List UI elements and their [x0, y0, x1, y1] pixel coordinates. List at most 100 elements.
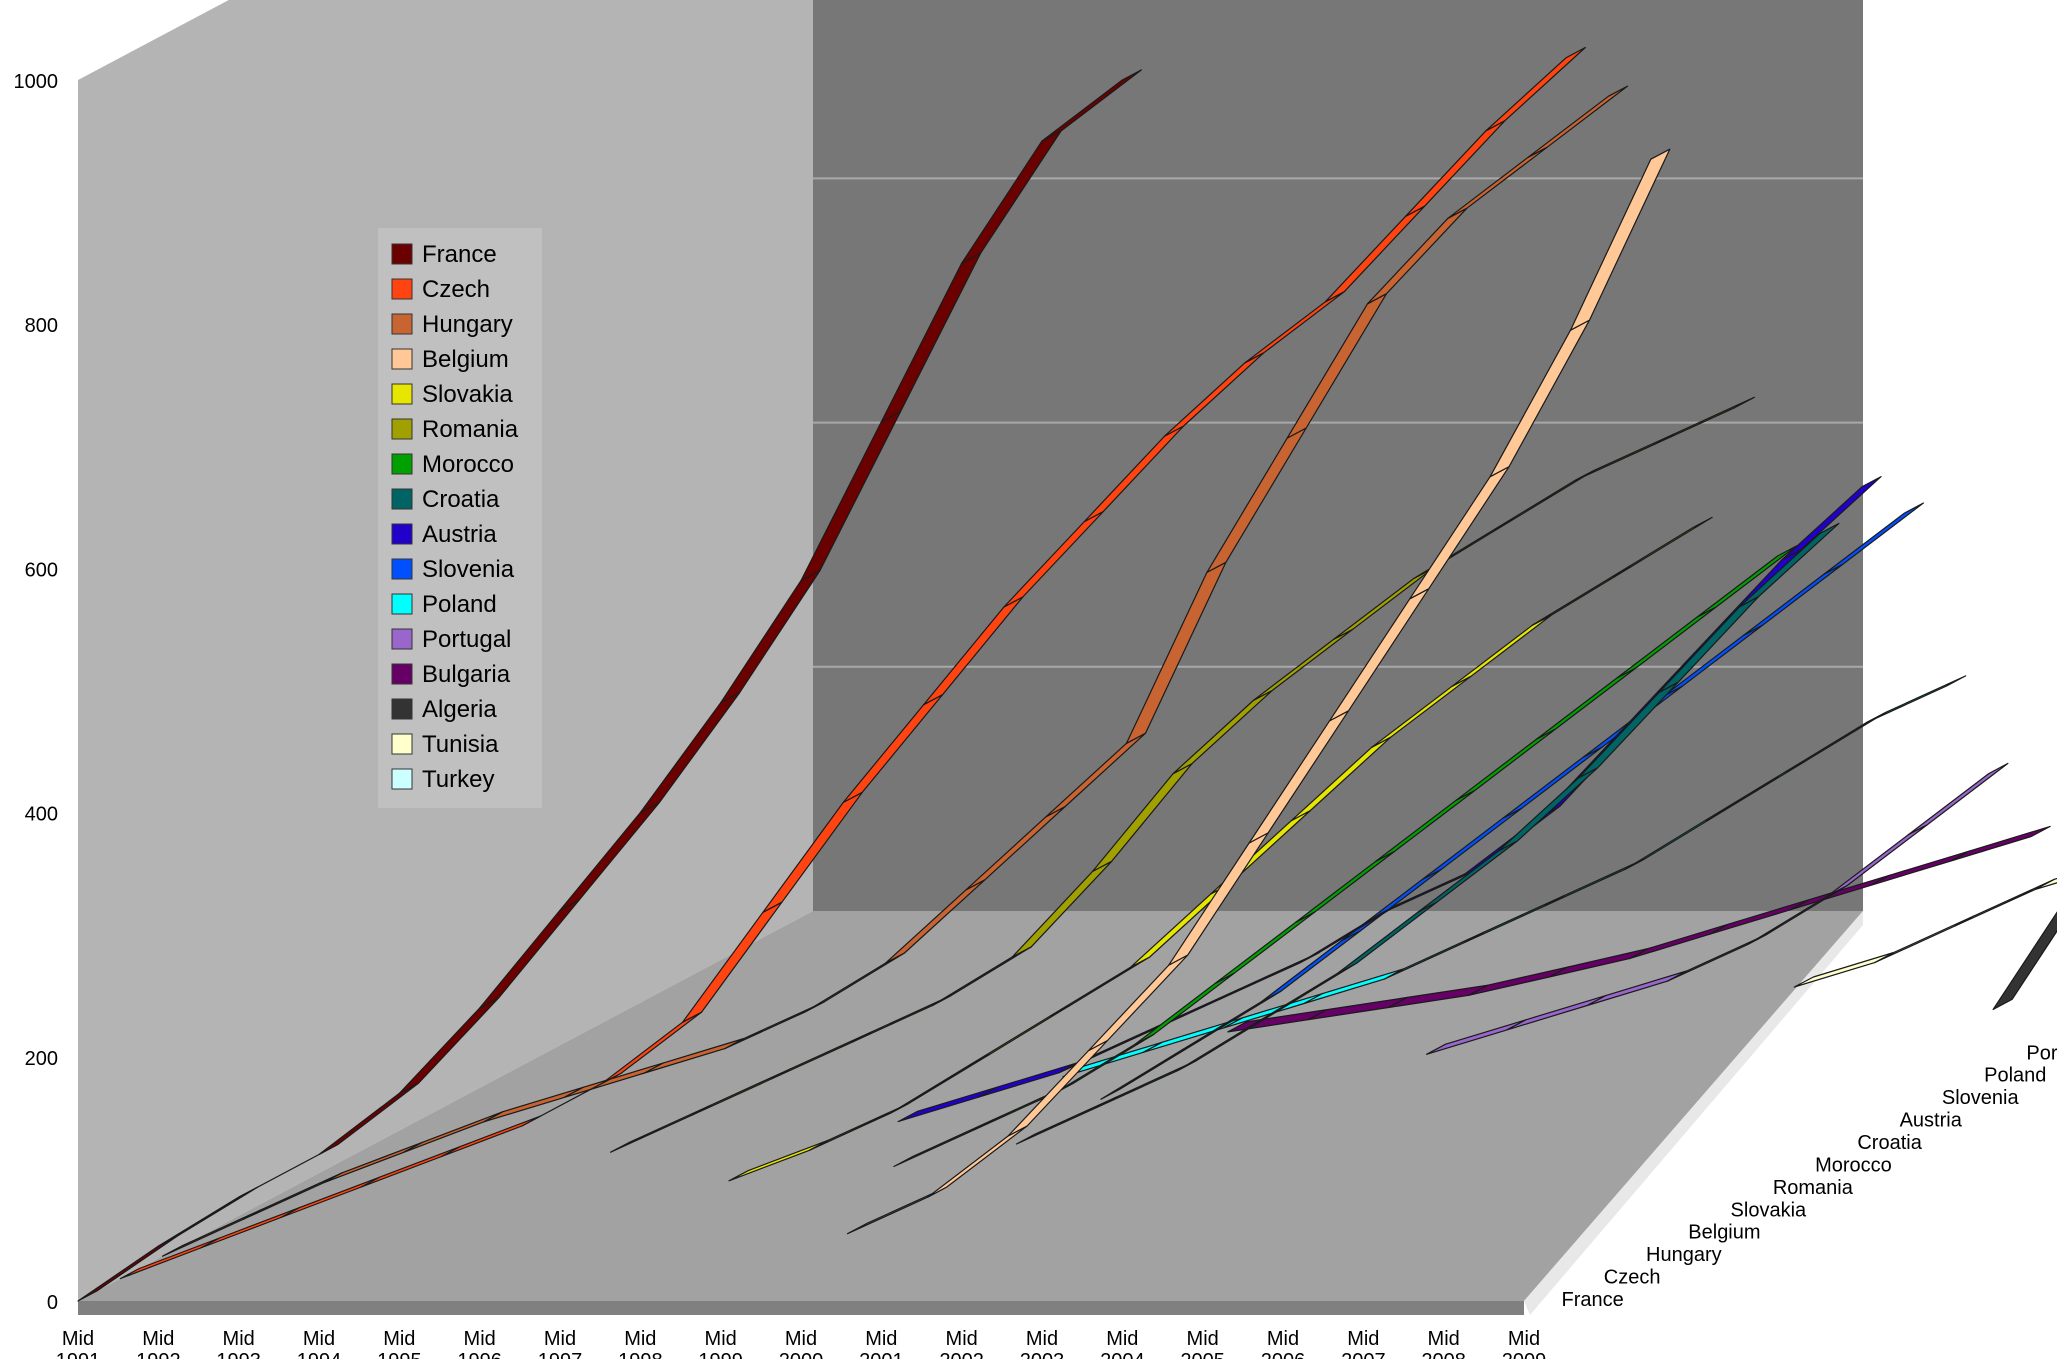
- legend-item-croatia: Croatia: [391, 486, 500, 513]
- series-segment-tunisia: [1954, 878, 2055, 927]
- series-tunisia: [1793, 877, 2057, 988]
- legend-label: Portugal: [422, 626, 511, 653]
- legend-label: France: [422, 241, 497, 268]
- legend-item-slovakia: Slovakia: [391, 381, 513, 408]
- z-tick-label: Poland: [1984, 1065, 2046, 1087]
- series-slovakia: [728, 516, 1713, 1182]
- legend-swatch: [391, 488, 413, 510]
- series-segment-portugal: [1907, 762, 2009, 836]
- x-tick-label: Mid1991: [56, 1328, 101, 1359]
- x-tick-label: Mid1992: [136, 1328, 181, 1359]
- series-segment-slovenia: [1823, 502, 1925, 575]
- series-segment-czech: [1485, 46, 1586, 132]
- legend-label: Bulgaria: [422, 661, 511, 688]
- z-tick-label: Morocco: [1815, 1154, 1892, 1176]
- x-tick-label: Mid2000: [779, 1328, 824, 1359]
- legend-swatch: [391, 453, 413, 475]
- legend-swatch: [391, 698, 413, 720]
- floor-right-edge: [1524, 911, 1863, 1315]
- legend-label: Tunisia: [422, 731, 499, 758]
- x-tick-label: Mid2008: [1421, 1328, 1466, 1359]
- series-algeria: [1992, 911, 2057, 1011]
- z-axis: FranceCzechHungaryBelgiumSlovakiaRomania…: [1562, 1042, 2057, 1311]
- x-tick-label: Mid2007: [1341, 1328, 1386, 1359]
- legend-label: Hungary: [422, 311, 513, 338]
- legend-label: Austria: [422, 521, 497, 548]
- y-tick-label: 1000: [14, 71, 59, 93]
- legend-label: Belgium: [422, 346, 509, 373]
- series-belgium: [846, 148, 1671, 1235]
- series-layer: [77, 46, 2057, 1302]
- legend-swatch: [391, 278, 413, 300]
- series-segment-poland: [1865, 675, 1967, 724]
- legend-label: Algeria: [422, 696, 497, 723]
- x-tick-label: Mid1997: [538, 1328, 583, 1359]
- x-tick-label: Mid2001: [859, 1328, 904, 1359]
- x-tick-label: Mid2003: [1020, 1328, 1065, 1359]
- series-croatia: [1015, 522, 1840, 1145]
- legend-swatch: [391, 733, 413, 755]
- legend-label: Czech: [422, 276, 490, 303]
- z-tick-label: Hungary: [1646, 1244, 1722, 1266]
- z-tick-label: Austria: [1900, 1110, 1963, 1132]
- z-tick-label: Belgium: [1688, 1222, 1760, 1244]
- series-segment-morocco: [1696, 545, 1798, 618]
- y-tick-label: 0: [47, 1292, 58, 1314]
- series-segment-france: [1041, 69, 1143, 142]
- series-czech: [119, 46, 1586, 1280]
- legend-swatch: [391, 383, 413, 405]
- legend-item-morocco: Morocco: [391, 451, 514, 478]
- series-segment-romania: [1654, 396, 1755, 445]
- legend-label: Croatia: [422, 486, 500, 513]
- legend-swatch: [391, 768, 413, 790]
- legend-label: Turkey: [422, 766, 494, 793]
- legend-swatch: [391, 523, 413, 545]
- legend-item-hungary: Hungary: [391, 311, 513, 338]
- legend-item-slovenia: Slovenia: [391, 556, 515, 583]
- series-portugal: [1425, 762, 2009, 1055]
- z-tick-label: Romania: [1773, 1177, 1854, 1199]
- x-tick-label: Mid1994: [297, 1328, 342, 1359]
- x-tick-label: Mid1993: [216, 1328, 261, 1359]
- x-tick-label: Mid2005: [1180, 1328, 1225, 1359]
- series-segment-slovakia: [1612, 516, 1713, 578]
- series-segment-austria: [1781, 476, 1882, 561]
- series-morocco: [893, 545, 1798, 1168]
- y-axis: 0 200 400 600 800 1000: [14, 71, 59, 1314]
- legend-swatch: [391, 313, 413, 335]
- legend-item-czech: Czech: [391, 276, 490, 303]
- series-segment-tunisia: [1874, 915, 1975, 964]
- legend-swatch: [391, 418, 413, 440]
- series-segment-tunisia: [2034, 877, 2057, 891]
- series-segment-croatia: [1738, 522, 1840, 608]
- legend-swatch: [391, 243, 413, 265]
- legend-label: Morocco: [422, 451, 514, 478]
- z-tick-label: Portugal: [2026, 1042, 2057, 1064]
- legend-swatch: [391, 593, 413, 615]
- legend-label: Poland: [422, 591, 497, 618]
- z-tick-label: Croatia: [1857, 1132, 1922, 1154]
- floor-edge: [78, 1301, 1524, 1315]
- legend-item-bulgaria: Bulgaria: [391, 661, 511, 688]
- legend-label: Romania: [422, 416, 519, 443]
- x-tick-label: Mid2006: [1261, 1328, 1306, 1359]
- y-tick-label: 400: [25, 804, 58, 826]
- back-wall: [813, 0, 1863, 911]
- y-tick-label: 800: [25, 315, 58, 337]
- series-segment-hungary: [1527, 85, 1629, 158]
- x-tick-label: Mid1995: [377, 1328, 422, 1359]
- series-poland: [1062, 675, 1967, 1078]
- legend-item-belgium: Belgium: [391, 346, 509, 373]
- x-axis: Mid1991 Mid1992 Mid1993 Mid1994 Mid1995 Mid19…: [56, 1328, 1547, 1364]
- series-segment-bulgaria: [1950, 825, 2051, 862]
- z-tick-label: Slovakia: [1731, 1199, 1807, 1221]
- legend-item-romania: Romania: [391, 416, 519, 443]
- series-bulgaria: [1227, 825, 2051, 1033]
- series-hungary: [161, 85, 1629, 1257]
- series-segment-algeria: [1992, 911, 2057, 1011]
- y-tick-label: 200: [25, 1048, 58, 1070]
- x-tick-label: Mid1998: [618, 1328, 663, 1359]
- legend: France Czech Hungary Belgium Slovakia Romania…: [378, 228, 542, 808]
